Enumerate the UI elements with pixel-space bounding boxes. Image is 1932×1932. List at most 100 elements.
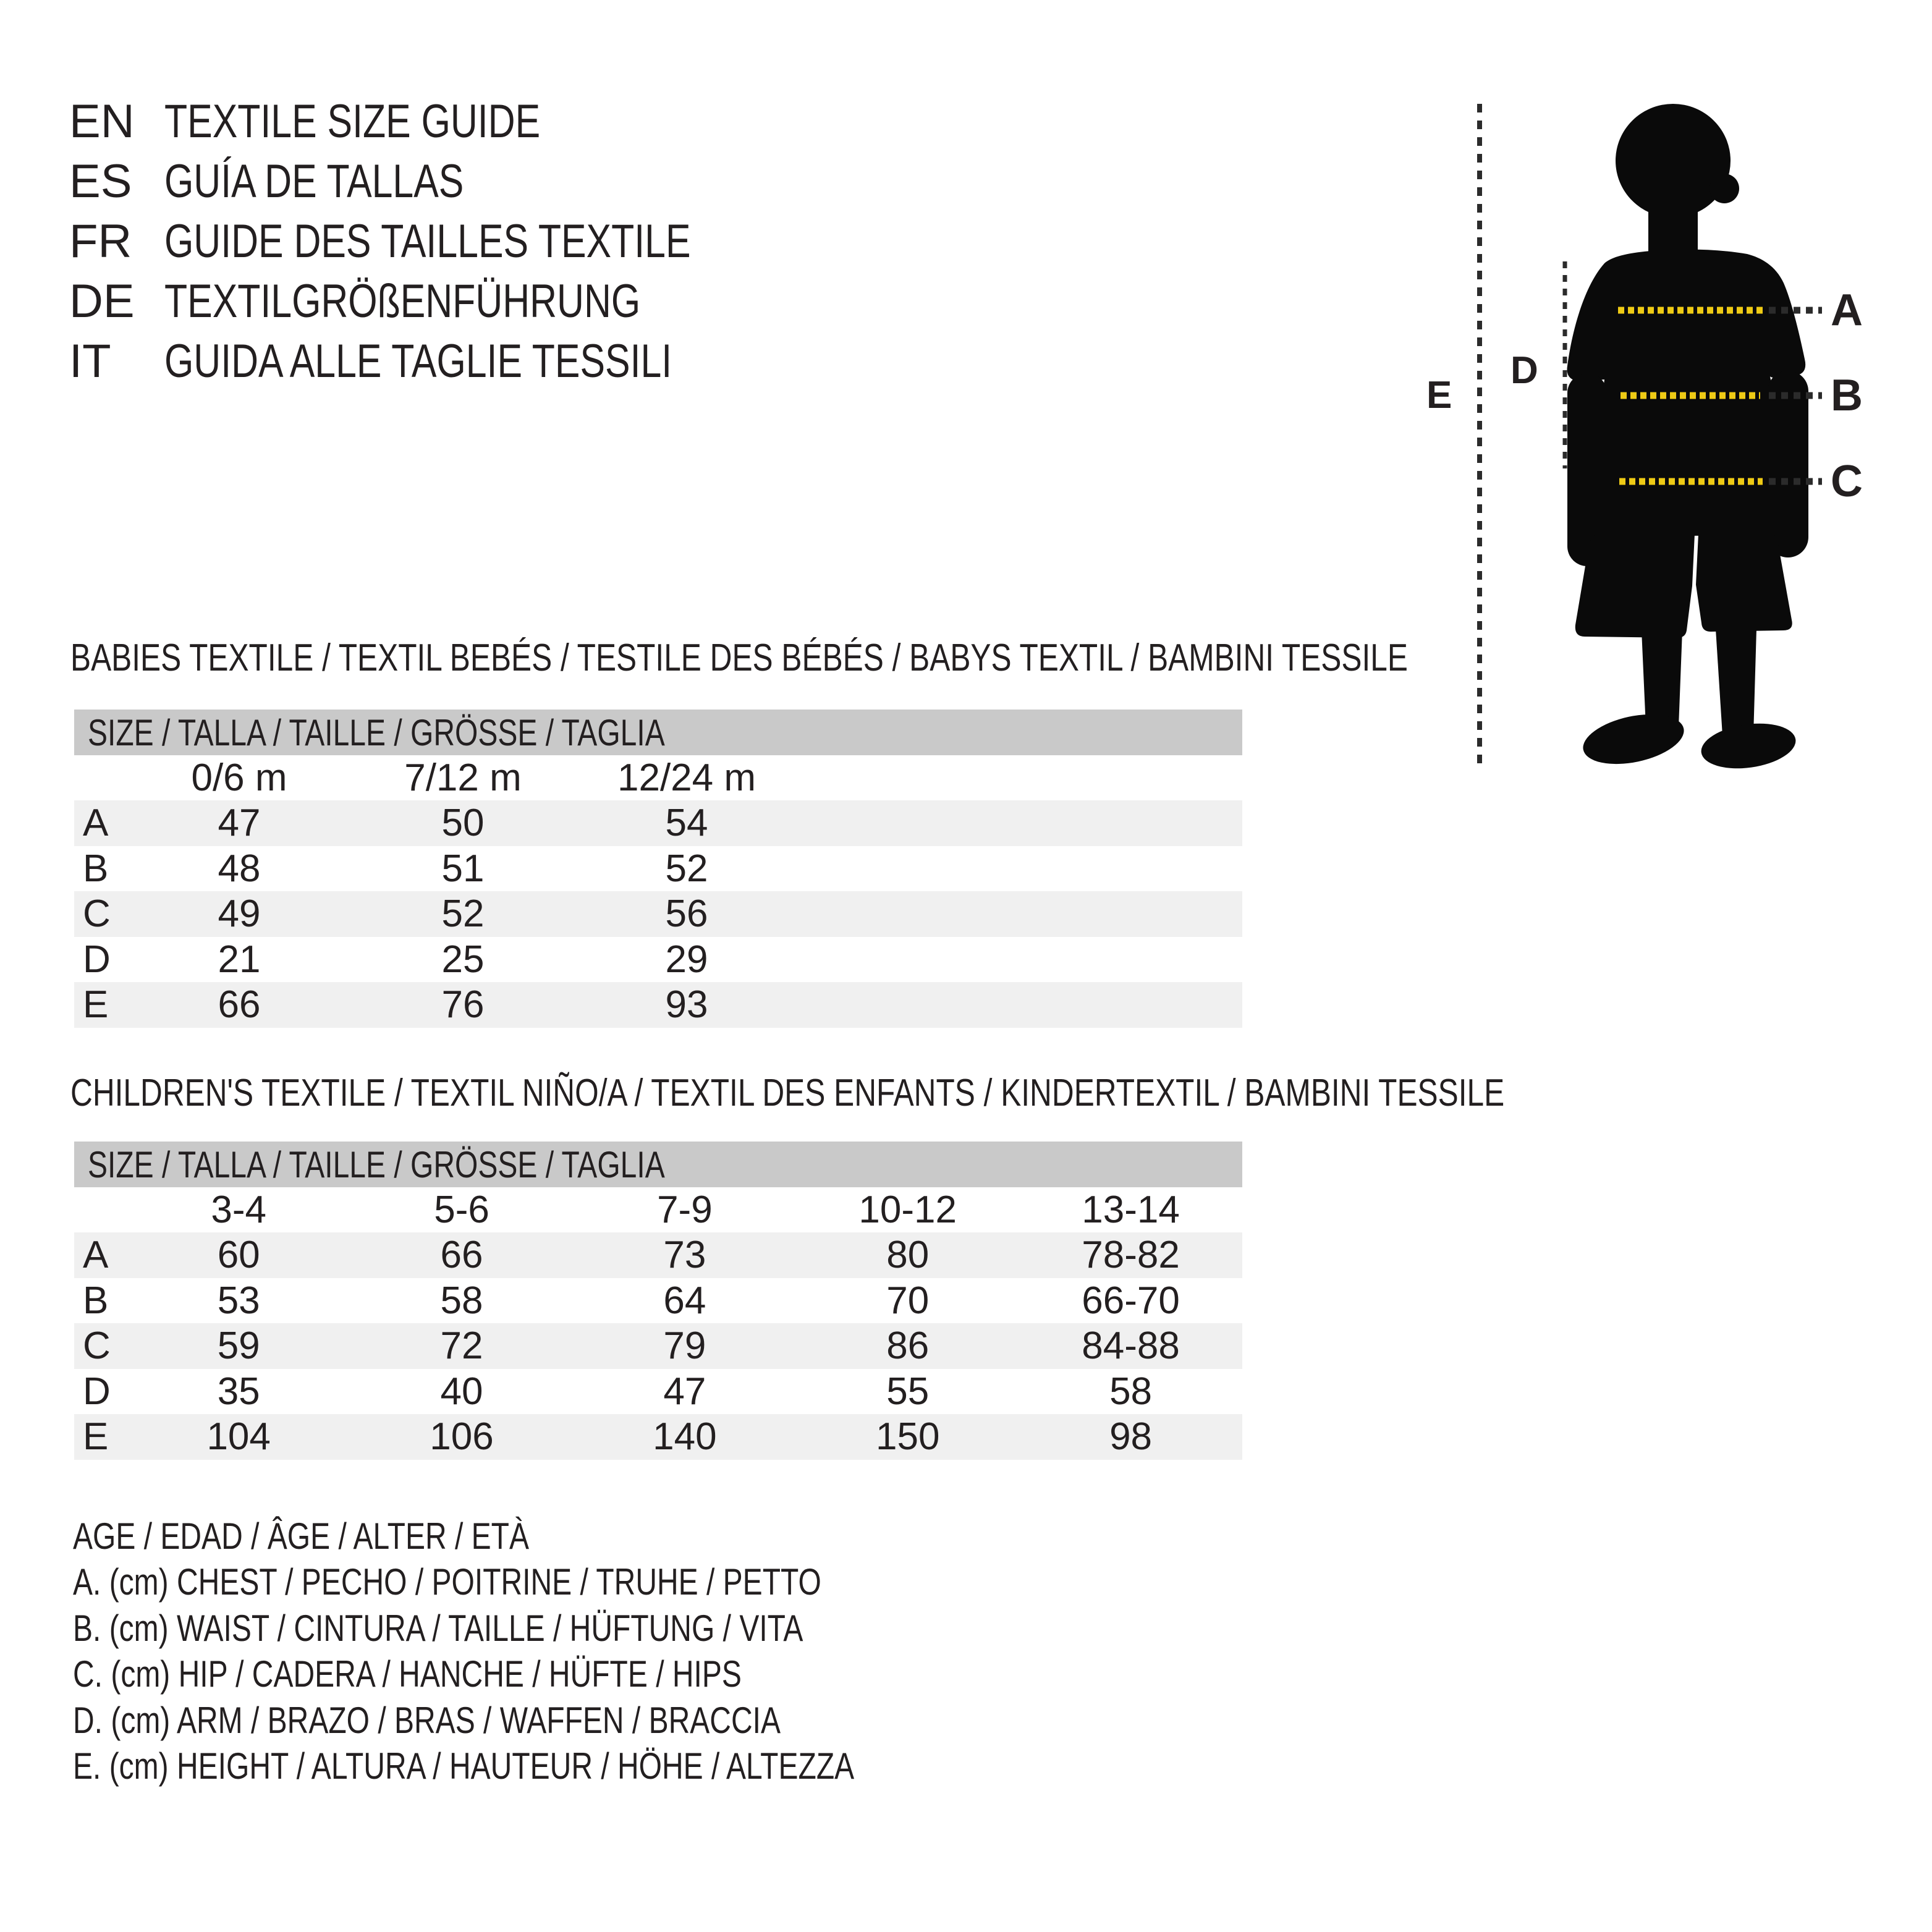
measurement-legend: AGE / EDAD / ÂGE / ALTER / ETÀ A. (cm) CH…: [73, 1513, 1049, 1789]
measure-label-c: C: [1831, 457, 1863, 506]
silhouette-right-arm: [1768, 371, 1808, 557]
language-row: EN TEXTILE SIZE GUIDE: [69, 91, 822, 151]
value-cell: 78-82: [1082, 1234, 1180, 1277]
value-cell: 48: [218, 847, 261, 890]
value-cell: 64: [663, 1279, 706, 1322]
babies-size-table: 0/6 m 7/12 m 12/24 m A 47 50 54 B 48 51 52 C 49 52 56 D…: [74, 755, 1242, 1028]
language-code: EN: [69, 95, 135, 148]
column-header-cell: 12/24 m: [617, 756, 756, 799]
value-cell: 21: [218, 938, 261, 981]
value-cell: 79: [663, 1324, 706, 1368]
language-code: ES: [69, 155, 132, 208]
table-row: A 60 66 73 80 78-82: [74, 1232, 1242, 1278]
legend-line: E. (cm) HEIGHT / ALTURA / HAUTEUR / HÖHE…: [73, 1743, 1049, 1790]
value-cell: 58: [440, 1279, 483, 1322]
value-cell: 73: [663, 1234, 706, 1277]
legend-line-text: AGE / EDAD / ÂGE / ALTER / ETÀ: [73, 1515, 529, 1557]
value-cell: 98: [1109, 1415, 1153, 1459]
silhouette-left-arm: [1567, 373, 1607, 566]
legend-line-text: D. (cm) ARM / BRAZO / BRAS / WAFFEN / BR…: [73, 1699, 781, 1741]
legend-line: A. (cm) CHEST / PECHO / POITRINE / TRUHE…: [73, 1559, 1049, 1606]
column-header-cell: 5-6: [434, 1188, 489, 1231]
table-row: D 21 25 29: [74, 937, 1242, 983]
language-row: FR GUIDE DES TAILLES TEXTILE: [69, 211, 822, 271]
value-cell: 51: [441, 847, 485, 890]
value-cell: 56: [665, 892, 708, 936]
silhouette-left-leg: [1642, 630, 1682, 727]
silhouette-shorts-right: [1696, 534, 1792, 632]
value-cell: 93: [665, 983, 708, 1027]
table-header-row: 0/6 m 7/12 m 12/24 m: [74, 755, 1242, 800]
silhouette-hair-bump: [1710, 174, 1739, 203]
value-cell: 80: [886, 1234, 930, 1277]
child-silhouette: [1567, 104, 1808, 769]
babies-size-header-bar: SIZE / TALLA / TAILLE / GRÖSSE / TAGLIA: [74, 710, 1242, 755]
children-size-header-bar: SIZE / TALLA / TAILLE / GRÖSSE / TAGLIA: [74, 1142, 1242, 1187]
measurement-lines: [1477, 104, 1822, 763]
children-size-header-text: SIZE / TALLA / TAILLE / GRÖSSE / TAGLIA: [88, 1143, 665, 1185]
row-label-cell: B: [83, 847, 109, 890]
language-title: TEXTILE SIZE GUIDE: [164, 95, 541, 148]
value-cell: 35: [217, 1370, 260, 1413]
row-label-cell: A: [83, 802, 109, 845]
table-row: E 104 106 140 150 98: [74, 1414, 1242, 1460]
value-cell: 140: [653, 1415, 717, 1459]
babies-size-header-text: SIZE / TALLA / TAILLE / GRÖSSE / TAGLIA: [88, 711, 665, 753]
value-cell: 86: [886, 1324, 930, 1368]
silhouette-shirt: [1567, 249, 1806, 536]
value-cell: 58: [1109, 1370, 1153, 1413]
legend-line-text: B. (cm) WAIST / CINTURA / TAILLE / HÜFTU…: [73, 1607, 803, 1649]
silhouette-right-leg: [1716, 629, 1756, 735]
silhouette-head: [1616, 104, 1731, 218]
table-row: B 53 58 64 70 66-70: [74, 1278, 1242, 1324]
value-cell: 66-70: [1082, 1279, 1180, 1322]
value-cell: 52: [441, 892, 485, 936]
table-row: C 59 72 79 86 84-88: [74, 1323, 1242, 1369]
language-row: DE TEXTILGRÖßENFÜHRUNG: [69, 271, 822, 331]
value-cell: 49: [218, 892, 261, 936]
legend-line-text: C. (cm) HIP / CADERA / HANCHE / HÜFTE / …: [73, 1653, 742, 1695]
value-cell: 25: [441, 938, 485, 981]
column-header-cell: 13-14: [1082, 1188, 1180, 1231]
row-label-cell: B: [83, 1279, 109, 1322]
row-label-cell: E: [83, 1415, 109, 1459]
language-code: IT: [69, 335, 111, 388]
row-label-cell: D: [83, 938, 111, 981]
row-label-cell: C: [83, 1324, 111, 1368]
legend-line-text: E. (cm) HEIGHT / ALTURA / HAUTEUR / HÖHE…: [73, 1745, 855, 1787]
value-cell: 106: [430, 1415, 494, 1459]
value-cell: 76: [441, 983, 485, 1027]
value-cell: 66: [440, 1234, 483, 1277]
legend-line: C. (cm) HIP / CADERA / HANCHE / HÜFTE / …: [73, 1651, 1049, 1698]
silhouette-right-foot: [1701, 723, 1796, 769]
column-header-cell: 7/12 m: [404, 756, 522, 799]
value-cell: 84-88: [1082, 1324, 1180, 1368]
value-cell: 52: [665, 847, 708, 890]
table-row: C 49 52 56: [74, 891, 1242, 937]
language-title: GUIDA ALLE TAGLIE TESSILI: [164, 335, 672, 388]
table-row: D 35 40 47 55 58: [74, 1369, 1242, 1415]
measure-label-b: B: [1831, 371, 1863, 420]
language-code: FR: [69, 215, 132, 268]
row-label-cell: D: [83, 1370, 111, 1413]
measure-label-e: E: [1426, 374, 1452, 417]
legend-line-text: A. (cm) CHEST / PECHO / POITRINE / TRUHE…: [73, 1561, 821, 1603]
column-header-cell: 7-9: [657, 1188, 713, 1231]
value-cell: 104: [206, 1415, 271, 1459]
value-cell: 60: [217, 1234, 260, 1277]
table-row: B 48 51 52: [74, 846, 1242, 892]
measure-label-d: D: [1510, 349, 1538, 392]
value-cell: 72: [440, 1324, 483, 1368]
babies-heading-text: BABIES TEXTILE / TEXTIL BEBÉS / TESTILE …: [70, 637, 1408, 679]
language-title: TEXTILGRÖßENFÜHRUNG: [164, 275, 641, 328]
language-title: GUÍA DE TALLAS: [164, 155, 464, 208]
legend-line: AGE / EDAD / ÂGE / ALTER / ETÀ: [73, 1513, 1049, 1559]
value-cell: 59: [217, 1324, 260, 1368]
value-cell: 40: [440, 1370, 483, 1413]
legend-line: D. (cm) ARM / BRAZO / BRAS / WAFFEN / BR…: [73, 1697, 1049, 1743]
value-cell: 66: [218, 983, 261, 1027]
value-cell: 150: [875, 1415, 940, 1459]
column-header-cell: 0/6 m: [191, 756, 287, 799]
children-heading-text: CHILDREN'S TEXTILE / TEXTIL NIÑO/A / TEX…: [70, 1072, 1505, 1114]
children-heading: CHILDREN'S TEXTILE / TEXTIL NIÑO/A / TEX…: [70, 1074, 1863, 1112]
